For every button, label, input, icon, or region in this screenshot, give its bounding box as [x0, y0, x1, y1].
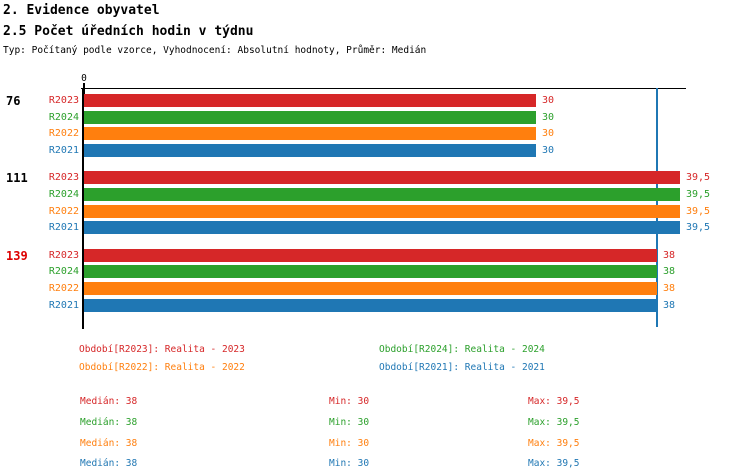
series-label: R2021 — [48, 300, 79, 311]
series-label: R2023 — [48, 250, 79, 261]
bar-value-label: 39,5 — [686, 206, 711, 217]
group-label: 139 — [6, 249, 28, 263]
bar — [84, 265, 657, 278]
bar — [84, 205, 680, 218]
bar-value-label: 30 — [542, 112, 555, 123]
bar-value-label: 39,5 — [686, 222, 711, 233]
bar — [84, 171, 680, 184]
bar — [84, 144, 536, 157]
report-section-title: 2. Evidence obyvatel — [3, 3, 160, 18]
bar-value-label: 39,5 — [686, 172, 711, 183]
series-label: R2024 — [48, 266, 79, 277]
bar-value-label: 38 — [663, 300, 676, 311]
stat-median-r2023: Medián: 38 — [80, 396, 138, 407]
series-label: R2021 — [48, 222, 79, 233]
stat-median-r2022: Medián: 38 — [80, 438, 138, 449]
series-label: R2022 — [48, 128, 79, 139]
bar — [84, 282, 657, 295]
axis-tick-label-zero: 0 — [81, 73, 87, 84]
chart-title: 2.5 Počet úředních hodin v týdnu — [3, 24, 254, 39]
series-label: R2024 — [48, 189, 79, 200]
bar — [84, 221, 680, 234]
legend-item-r2021: Období[R2021]: Realita - 2021 — [379, 362, 545, 373]
legend-item-r2023: Období[R2023]: Realita - 2023 — [79, 344, 245, 355]
stat-max-r2023: Max: 39,5 — [528, 396, 580, 407]
bar-value-label: 30 — [542, 95, 555, 106]
stat-max-r2021: Max: 39,5 — [528, 458, 580, 469]
legend-item-r2024: Období[R2024]: Realita - 2024 — [379, 344, 545, 355]
stat-min-r2022: Min: 30 — [329, 438, 370, 449]
bar — [84, 249, 657, 262]
bar-value-label: 38 — [663, 283, 676, 294]
stat-max-r2024: Max: 39,5 — [528, 417, 580, 428]
stat-min-r2021: Min: 30 — [329, 458, 370, 469]
series-label: R2023 — [48, 95, 79, 106]
stat-median-r2024: Medián: 38 — [80, 417, 138, 428]
series-label: R2022 — [48, 206, 79, 217]
stat-min-r2024: Min: 30 — [329, 417, 370, 428]
bar — [84, 111, 536, 124]
bar-value-label: 30 — [542, 145, 555, 156]
bar — [84, 94, 536, 107]
chart-subtitle: Typ: Počítaný podle vzorce, Vyhodnocení:… — [3, 45, 427, 56]
bar-value-label: 38 — [663, 266, 676, 277]
series-label: R2022 — [48, 283, 79, 294]
legend-item-r2022: Období[R2022]: Realita - 2022 — [79, 362, 245, 373]
axis-line-left — [82, 88, 84, 329]
bar-value-label: 38 — [663, 250, 676, 261]
group-label: 76 — [6, 94, 21, 108]
bar-value-label: 39,5 — [686, 189, 711, 200]
stat-median-r2021: Medián: 38 — [80, 458, 138, 469]
bar — [84, 188, 680, 201]
bar-value-label: 30 — [542, 128, 555, 139]
group-label: 111 — [6, 171, 28, 185]
bar — [84, 299, 657, 312]
series-label: R2024 — [48, 112, 79, 123]
axis-tick-zero — [83, 83, 85, 95]
stat-max-r2022: Max: 39,5 — [528, 438, 580, 449]
series-label: R2021 — [48, 145, 79, 156]
series-label: R2023 — [48, 172, 79, 183]
axis-line-top — [81, 88, 686, 89]
stat-min-r2023: Min: 30 — [329, 396, 370, 407]
bar — [84, 127, 536, 140]
